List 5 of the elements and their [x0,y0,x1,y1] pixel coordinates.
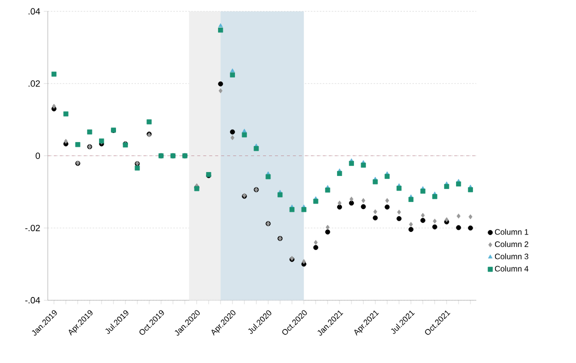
y-tick-label: 0 [36,152,40,159]
y-tick-label: -.04 [25,297,40,304]
y-tick-label: .02 [28,80,40,87]
y-tick-label: .04 [28,8,40,15]
y-tick-label: -.02 [25,224,40,232]
